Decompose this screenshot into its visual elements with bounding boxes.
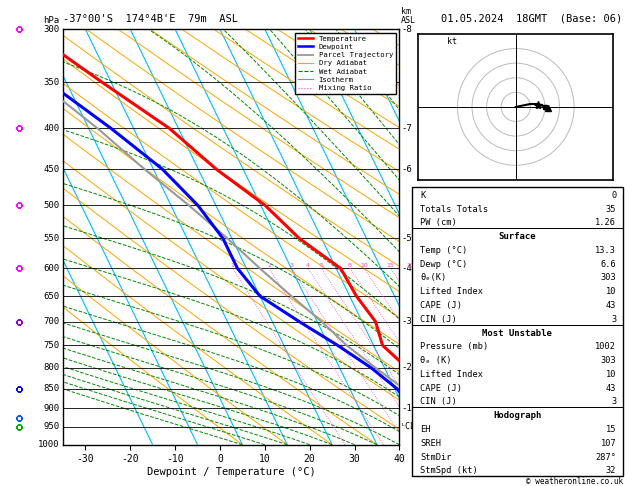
Text: -7: -7 bbox=[401, 124, 412, 133]
Text: K: K bbox=[420, 191, 426, 200]
Text: 25: 25 bbox=[421, 263, 429, 268]
Text: 3: 3 bbox=[611, 398, 616, 406]
Text: -37°00'S  174°4B'E  79m  ASL: -37°00'S 174°4B'E 79m ASL bbox=[63, 14, 238, 24]
Text: hPa: hPa bbox=[43, 16, 60, 25]
Text: -6: -6 bbox=[401, 165, 412, 174]
Text: 400: 400 bbox=[43, 124, 60, 133]
Text: km
ASL: km ASL bbox=[401, 7, 416, 25]
Text: θₑ(K): θₑ(K) bbox=[420, 274, 447, 282]
Text: Lifted Index: Lifted Index bbox=[420, 287, 484, 296]
Text: EH: EH bbox=[420, 425, 431, 434]
Text: 4: 4 bbox=[306, 263, 310, 268]
Text: 800: 800 bbox=[43, 363, 60, 372]
Text: SREH: SREH bbox=[420, 439, 442, 448]
Text: 3: 3 bbox=[611, 315, 616, 324]
Text: ᴸCL: ᴸCL bbox=[401, 422, 416, 432]
Text: Temp (°C): Temp (°C) bbox=[420, 246, 468, 255]
Text: 287°: 287° bbox=[596, 452, 616, 462]
Legend: Temperature, Dewpoint, Parcel Trajectory, Dry Adiabat, Wet Adiabat, Isotherm, Mi: Temperature, Dewpoint, Parcel Trajectory… bbox=[296, 33, 396, 94]
Text: 450: 450 bbox=[43, 165, 60, 174]
Text: -1: -1 bbox=[401, 404, 412, 413]
Text: CAPE (J): CAPE (J) bbox=[420, 301, 462, 310]
Text: Most Unstable: Most Unstable bbox=[482, 329, 552, 338]
Text: -8: -8 bbox=[401, 25, 412, 34]
Text: 6.6: 6.6 bbox=[601, 260, 616, 269]
Text: 01.05.2024  18GMT  (Base: 06): 01.05.2024 18GMT (Base: 06) bbox=[442, 14, 623, 24]
Text: 900: 900 bbox=[43, 404, 60, 413]
Text: CIN (J): CIN (J) bbox=[420, 398, 457, 406]
Text: 10: 10 bbox=[606, 287, 616, 296]
Text: CAPE (J): CAPE (J) bbox=[420, 383, 462, 393]
Text: © weatheronline.co.uk: © weatheronline.co.uk bbox=[526, 477, 623, 486]
Text: Totals Totals: Totals Totals bbox=[420, 205, 489, 214]
Text: 950: 950 bbox=[43, 422, 60, 432]
Text: 700: 700 bbox=[43, 317, 60, 326]
Text: -4: -4 bbox=[401, 264, 412, 273]
Text: Hodograph: Hodograph bbox=[493, 411, 542, 420]
Text: 1000: 1000 bbox=[38, 440, 60, 449]
Text: 15: 15 bbox=[606, 425, 616, 434]
Text: 600: 600 bbox=[43, 264, 60, 273]
Text: CIN (J): CIN (J) bbox=[420, 315, 457, 324]
Text: 8: 8 bbox=[348, 263, 352, 268]
Text: 107: 107 bbox=[601, 439, 616, 448]
Text: -2: -2 bbox=[401, 363, 412, 372]
Text: Surface: Surface bbox=[499, 232, 536, 241]
Text: 0: 0 bbox=[611, 191, 616, 200]
Text: -3: -3 bbox=[401, 317, 412, 326]
Text: 1: 1 bbox=[231, 263, 235, 268]
Text: StmSpd (kt): StmSpd (kt) bbox=[420, 466, 478, 475]
Text: 10: 10 bbox=[606, 370, 616, 379]
Text: PW (cm): PW (cm) bbox=[420, 218, 457, 227]
Text: 32: 32 bbox=[606, 466, 616, 475]
Text: 650: 650 bbox=[43, 292, 60, 300]
Text: 43: 43 bbox=[606, 301, 616, 310]
Text: -5: -5 bbox=[401, 234, 412, 243]
Text: 2: 2 bbox=[267, 263, 271, 268]
Text: Pressure (mb): Pressure (mb) bbox=[420, 342, 489, 351]
Text: 15: 15 bbox=[387, 263, 394, 268]
X-axis label: Dewpoint / Temperature (°C): Dewpoint / Temperature (°C) bbox=[147, 467, 316, 477]
Text: 3: 3 bbox=[289, 263, 294, 268]
Text: 1.26: 1.26 bbox=[596, 218, 616, 227]
Text: 20: 20 bbox=[406, 263, 414, 268]
Text: StmDir: StmDir bbox=[420, 452, 452, 462]
Text: 303: 303 bbox=[601, 356, 616, 365]
Text: 750: 750 bbox=[43, 341, 60, 350]
Text: θₑ (K): θₑ (K) bbox=[420, 356, 452, 365]
Text: 35: 35 bbox=[606, 205, 616, 214]
Text: 1002: 1002 bbox=[596, 342, 616, 351]
Text: kt: kt bbox=[447, 37, 457, 46]
Text: 10: 10 bbox=[360, 263, 368, 268]
FancyBboxPatch shape bbox=[412, 187, 623, 476]
Text: 303: 303 bbox=[601, 274, 616, 282]
Text: 300: 300 bbox=[43, 25, 60, 34]
Text: Mixing Ratio (g/kg): Mixing Ratio (g/kg) bbox=[416, 190, 425, 284]
Text: 500: 500 bbox=[43, 201, 60, 210]
Text: Dewp (°C): Dewp (°C) bbox=[420, 260, 468, 269]
Text: Lifted Index: Lifted Index bbox=[420, 370, 484, 379]
Text: 350: 350 bbox=[43, 78, 60, 87]
Text: 43: 43 bbox=[606, 383, 616, 393]
Text: 850: 850 bbox=[43, 384, 60, 393]
Text: 5: 5 bbox=[320, 263, 323, 268]
Text: 13.3: 13.3 bbox=[596, 246, 616, 255]
Text: 550: 550 bbox=[43, 234, 60, 243]
